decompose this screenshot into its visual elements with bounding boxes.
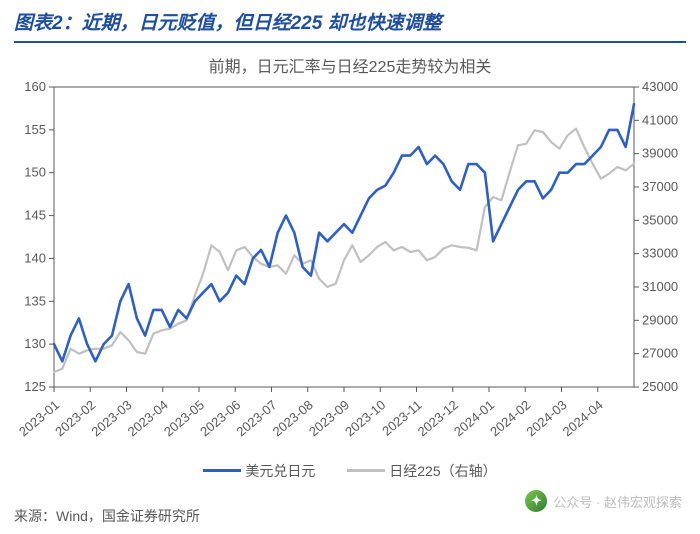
chart-area: 125 130 135 140 145 150 155 160 25000 27000 29000 3… xyxy=(10,81,690,457)
svg-text:130: 130 xyxy=(24,336,46,351)
svg-text:2023-09: 2023-09 xyxy=(306,397,352,439)
figure-title: 图表2：近期，日元贬值，但日经225 却也快速调整 xyxy=(0,0,700,39)
svg-text:33000: 33000 xyxy=(642,246,678,261)
legend-swatch-nikkei xyxy=(347,469,385,472)
source-label: 来源：Wind，国金证券研究所 xyxy=(14,506,200,526)
svg-text:2023-06: 2023-06 xyxy=(197,397,243,439)
wechat-icon: ✦ xyxy=(525,490,547,512)
svg-text:2024-02: 2024-02 xyxy=(487,397,533,439)
svg-text:2023-12: 2023-12 xyxy=(415,397,461,439)
svg-text:29000: 29000 xyxy=(642,312,678,327)
svg-text:150: 150 xyxy=(24,165,46,180)
svg-text:155: 155 xyxy=(24,122,46,137)
svg-text:2024-01: 2024-01 xyxy=(451,397,497,439)
figure-container: 图表2：近期，日元贬值，但日经225 却也快速调整 前期，日元汇率与日经225走… xyxy=(0,0,700,534)
svg-text:31000: 31000 xyxy=(642,279,678,294)
watermark: ✦ 公众号 · 赵伟宏观探索 xyxy=(525,490,682,512)
svg-text:43000: 43000 xyxy=(642,81,678,94)
title-underline xyxy=(14,41,686,43)
legend-item-nikkei: 日经225（右轴） xyxy=(347,461,496,481)
svg-text:2023-02: 2023-02 xyxy=(52,397,98,439)
svg-text:135: 135 xyxy=(24,293,46,308)
watermark-prefix: 公众号 · xyxy=(553,495,604,510)
svg-text:2023-07: 2023-07 xyxy=(233,397,279,439)
legend-item-usdjpy: 美元兑日元 xyxy=(203,461,315,481)
legend-swatch-usdjpy xyxy=(203,469,241,472)
svg-text:37000: 37000 xyxy=(642,179,678,194)
svg-text:39000: 39000 xyxy=(642,146,678,161)
svg-text:2024-04: 2024-04 xyxy=(560,397,606,439)
svg-text:25000: 25000 xyxy=(642,379,678,394)
svg-text:27000: 27000 xyxy=(642,346,678,361)
svg-text:140: 140 xyxy=(24,250,46,265)
legend-label-nikkei: 日经225（右轴） xyxy=(389,461,496,481)
svg-text:2023-10: 2023-10 xyxy=(342,397,388,439)
chart-svg: 125 130 135 140 145 150 155 160 25000 27000 29000 3… xyxy=(10,81,690,457)
svg-text:2023-01: 2023-01 xyxy=(16,397,62,439)
svg-text:2023-05: 2023-05 xyxy=(161,397,207,439)
legend: 美元兑日元 日经225（右轴） xyxy=(0,459,700,481)
svg-text:2024-03: 2024-03 xyxy=(523,397,569,439)
svg-text:145: 145 xyxy=(24,208,46,223)
watermark-name: 赵伟宏观探索 xyxy=(604,495,682,510)
chart-subtitle: 前期，日元汇率与日经225走势较为相关 xyxy=(0,53,700,77)
svg-text:160: 160 xyxy=(24,81,46,94)
svg-text:2023-04: 2023-04 xyxy=(125,397,171,439)
svg-text:2023-08: 2023-08 xyxy=(270,397,316,439)
svg-text:2023-03: 2023-03 xyxy=(88,397,134,439)
svg-text:41000: 41000 xyxy=(642,112,678,127)
svg-text:35000: 35000 xyxy=(642,212,678,227)
legend-label-usdjpy: 美元兑日元 xyxy=(245,461,315,481)
svg-text:125: 125 xyxy=(24,379,46,394)
